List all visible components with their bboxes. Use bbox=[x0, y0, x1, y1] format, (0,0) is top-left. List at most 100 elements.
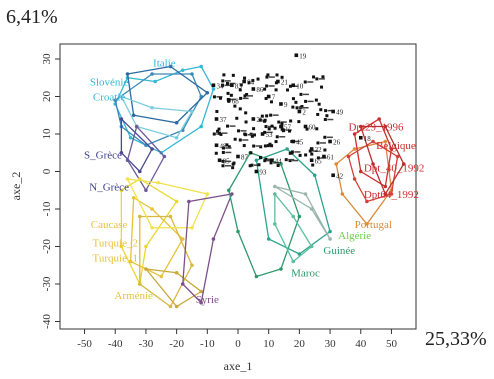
group-point bbox=[119, 117, 124, 121]
group-point bbox=[199, 289, 203, 294]
cloud-point bbox=[325, 114, 329, 118]
group-hull bbox=[335, 140, 393, 226]
group-point bbox=[190, 109, 194, 114]
cloud-point bbox=[264, 125, 268, 129]
cloud-point bbox=[237, 129, 241, 133]
cloud-point bbox=[270, 124, 274, 128]
group-labels: Italie Slovénie Croatie S_Grèce N_Grèce Cauca… bbox=[84, 58, 424, 306]
cloud-point bbox=[268, 142, 272, 146]
group-point bbox=[309, 207, 314, 211]
group-label: Croatie bbox=[93, 91, 125, 103]
cloud-point bbox=[267, 127, 271, 131]
group-point bbox=[180, 68, 185, 73]
cloud-point bbox=[257, 163, 261, 167]
black-point bbox=[214, 143, 219, 148]
cloud-point bbox=[244, 111, 248, 115]
group-hull bbox=[120, 178, 178, 287]
cloud-point bbox=[265, 84, 269, 88]
cloud-point bbox=[221, 146, 225, 150]
group-point bbox=[119, 244, 124, 249]
x-tick-label: 30 bbox=[325, 338, 337, 350]
cloud-point bbox=[317, 102, 321, 106]
black-point bbox=[254, 169, 259, 174]
cloud-point bbox=[238, 107, 242, 111]
black-point bbox=[236, 154, 240, 159]
group-point bbox=[180, 282, 185, 286]
group-label: Dpt_40_1992 bbox=[364, 163, 425, 175]
group-point bbox=[297, 252, 302, 256]
cloud-point bbox=[308, 149, 312, 153]
cloud-point bbox=[231, 73, 235, 77]
group-point bbox=[128, 135, 133, 140]
y-tick-label: -30 bbox=[41, 276, 53, 291]
black-point-label: 7 bbox=[272, 94, 276, 102]
group-hull bbox=[228, 151, 301, 278]
cloud-point bbox=[280, 122, 284, 126]
cloud-point bbox=[288, 159, 292, 163]
cloud-point bbox=[303, 80, 307, 84]
group-label: Dpt29_1996 bbox=[348, 121, 404, 133]
group-point bbox=[266, 237, 271, 241]
group-point bbox=[199, 64, 203, 69]
cloud-point bbox=[227, 145, 231, 149]
group-point bbox=[383, 192, 388, 196]
group-point bbox=[230, 192, 234, 196]
group-point bbox=[125, 158, 130, 163]
cloud-point bbox=[319, 108, 323, 112]
x-tick-label: 10 bbox=[263, 338, 275, 350]
cloud-point bbox=[288, 151, 292, 155]
black-point-label: 19 bbox=[299, 52, 307, 60]
group-label: Syrie bbox=[196, 294, 219, 306]
black-point-label: 86 bbox=[256, 86, 264, 94]
black-point bbox=[226, 98, 231, 103]
x-tick-label: 20 bbox=[294, 338, 306, 350]
group-label: S_Grèce bbox=[84, 149, 122, 161]
cloud-point bbox=[222, 73, 226, 77]
black-point-label: 37 bbox=[220, 116, 228, 124]
x-axis-ticks: -50 -40 -30 -20 -10 0 10 20 30 40 50 bbox=[77, 329, 397, 350]
group-point bbox=[150, 72, 154, 76]
group-point bbox=[128, 259, 133, 264]
group-hull bbox=[139, 215, 193, 308]
group-label: Belgique bbox=[376, 140, 416, 152]
cloud-point bbox=[298, 153, 302, 157]
group-point bbox=[199, 300, 203, 305]
group-point bbox=[211, 87, 216, 91]
group-label: Portugal bbox=[355, 219, 392, 231]
group-point bbox=[153, 79, 157, 84]
group-point bbox=[134, 124, 139, 129]
cloud-point bbox=[258, 156, 262, 160]
black-point bbox=[303, 124, 308, 129]
cloud-point bbox=[265, 75, 269, 79]
group-point bbox=[174, 135, 179, 140]
cloud-point bbox=[304, 99, 308, 103]
cloud-point bbox=[273, 126, 277, 130]
group-point bbox=[383, 184, 388, 189]
y-tick-label: 0 bbox=[41, 168, 53, 174]
group-point bbox=[190, 72, 194, 76]
group-point bbox=[156, 180, 161, 185]
cloud-point bbox=[244, 120, 248, 124]
cloud-point bbox=[249, 151, 253, 155]
group-point bbox=[352, 132, 357, 136]
black-point bbox=[217, 158, 222, 163]
group-point bbox=[174, 120, 179, 125]
group-point bbox=[365, 222, 369, 226]
black-point-label: 93 bbox=[259, 169, 267, 177]
y-axis-label: axe_2 bbox=[9, 172, 23, 201]
cloud-point bbox=[263, 87, 267, 91]
cloud-point bbox=[214, 151, 218, 155]
cloud-point bbox=[294, 100, 298, 104]
cloud-point bbox=[312, 75, 316, 79]
group-point bbox=[190, 225, 194, 230]
group-point bbox=[273, 222, 277, 226]
x-tick-label: 50 bbox=[386, 338, 398, 350]
cloud-point bbox=[235, 116, 239, 120]
black-point bbox=[269, 158, 274, 163]
black-point bbox=[358, 135, 363, 140]
group-hull bbox=[129, 196, 184, 278]
black-point-label: 9 bbox=[284, 101, 288, 109]
black-point bbox=[251, 87, 256, 91]
group-point bbox=[174, 199, 179, 204]
cloud-point bbox=[221, 164, 225, 168]
